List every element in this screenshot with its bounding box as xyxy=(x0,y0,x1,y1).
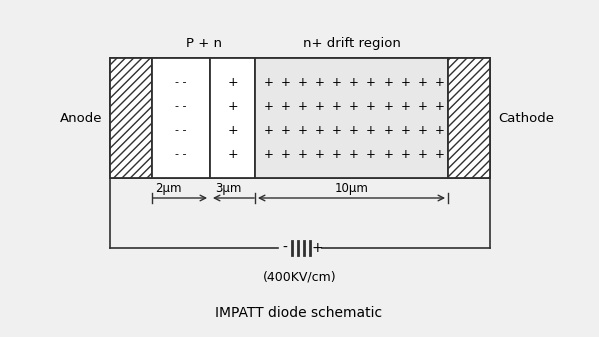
Bar xyxy=(152,58,210,178)
Text: (400KV/cm): (400KV/cm) xyxy=(263,270,337,283)
Text: +: + xyxy=(366,148,376,160)
Text: n+ drift region: n+ drift region xyxy=(302,37,401,50)
Text: +: + xyxy=(434,99,444,113)
Text: +: + xyxy=(264,148,274,160)
Text: - -: - - xyxy=(176,101,187,111)
Text: +: + xyxy=(332,75,342,89)
Text: +: + xyxy=(400,99,410,113)
Text: +: + xyxy=(366,99,376,113)
Text: +: + xyxy=(332,123,342,136)
Text: +: + xyxy=(349,75,359,89)
Text: 2μm: 2μm xyxy=(155,182,181,195)
Text: P + n: P + n xyxy=(186,37,222,50)
Text: +: + xyxy=(264,123,274,136)
Bar xyxy=(210,58,255,178)
Text: +: + xyxy=(315,148,325,160)
Text: +: + xyxy=(332,148,342,160)
Text: - -: - - xyxy=(176,149,187,159)
Text: +: + xyxy=(227,148,238,160)
Text: +: + xyxy=(315,75,325,89)
Text: Cathode: Cathode xyxy=(498,112,554,124)
Bar xyxy=(110,58,152,178)
Text: Anode: Anode xyxy=(59,112,102,124)
Text: +: + xyxy=(227,123,238,136)
Text: +: + xyxy=(311,241,323,255)
Text: 3μm: 3μm xyxy=(215,182,241,195)
Bar xyxy=(255,58,448,178)
Text: +: + xyxy=(383,99,393,113)
Text: +: + xyxy=(383,148,393,160)
Text: +: + xyxy=(281,148,291,160)
Text: +: + xyxy=(434,148,444,160)
Text: -: - xyxy=(283,241,288,255)
Text: +: + xyxy=(418,75,427,89)
Text: IMPATT diode schematic: IMPATT diode schematic xyxy=(216,306,383,320)
Text: - -: - - xyxy=(176,125,187,135)
Text: - -: - - xyxy=(176,77,187,87)
Text: +: + xyxy=(434,75,444,89)
Text: +: + xyxy=(383,123,393,136)
Text: +: + xyxy=(434,123,444,136)
Text: +: + xyxy=(418,148,427,160)
Bar xyxy=(110,58,490,178)
Text: +: + xyxy=(281,99,291,113)
Text: +: + xyxy=(298,75,308,89)
Text: +: + xyxy=(227,99,238,113)
Text: +: + xyxy=(281,123,291,136)
Text: +: + xyxy=(298,148,308,160)
Text: +: + xyxy=(418,99,427,113)
Text: +: + xyxy=(264,99,274,113)
Text: +: + xyxy=(298,99,308,113)
Text: +: + xyxy=(400,123,410,136)
Text: +: + xyxy=(383,75,393,89)
Text: +: + xyxy=(349,148,359,160)
Text: +: + xyxy=(315,123,325,136)
Text: +: + xyxy=(264,75,274,89)
Text: +: + xyxy=(418,123,427,136)
Bar xyxy=(448,58,490,178)
Text: +: + xyxy=(400,75,410,89)
Text: +: + xyxy=(227,75,238,89)
Text: +: + xyxy=(281,75,291,89)
Text: +: + xyxy=(366,75,376,89)
Text: +: + xyxy=(349,99,359,113)
Text: +: + xyxy=(315,99,325,113)
Text: +: + xyxy=(366,123,376,136)
Text: +: + xyxy=(400,148,410,160)
Text: +: + xyxy=(332,99,342,113)
Text: +: + xyxy=(298,123,308,136)
Text: +: + xyxy=(349,123,359,136)
Text: 10μm: 10μm xyxy=(335,182,368,195)
